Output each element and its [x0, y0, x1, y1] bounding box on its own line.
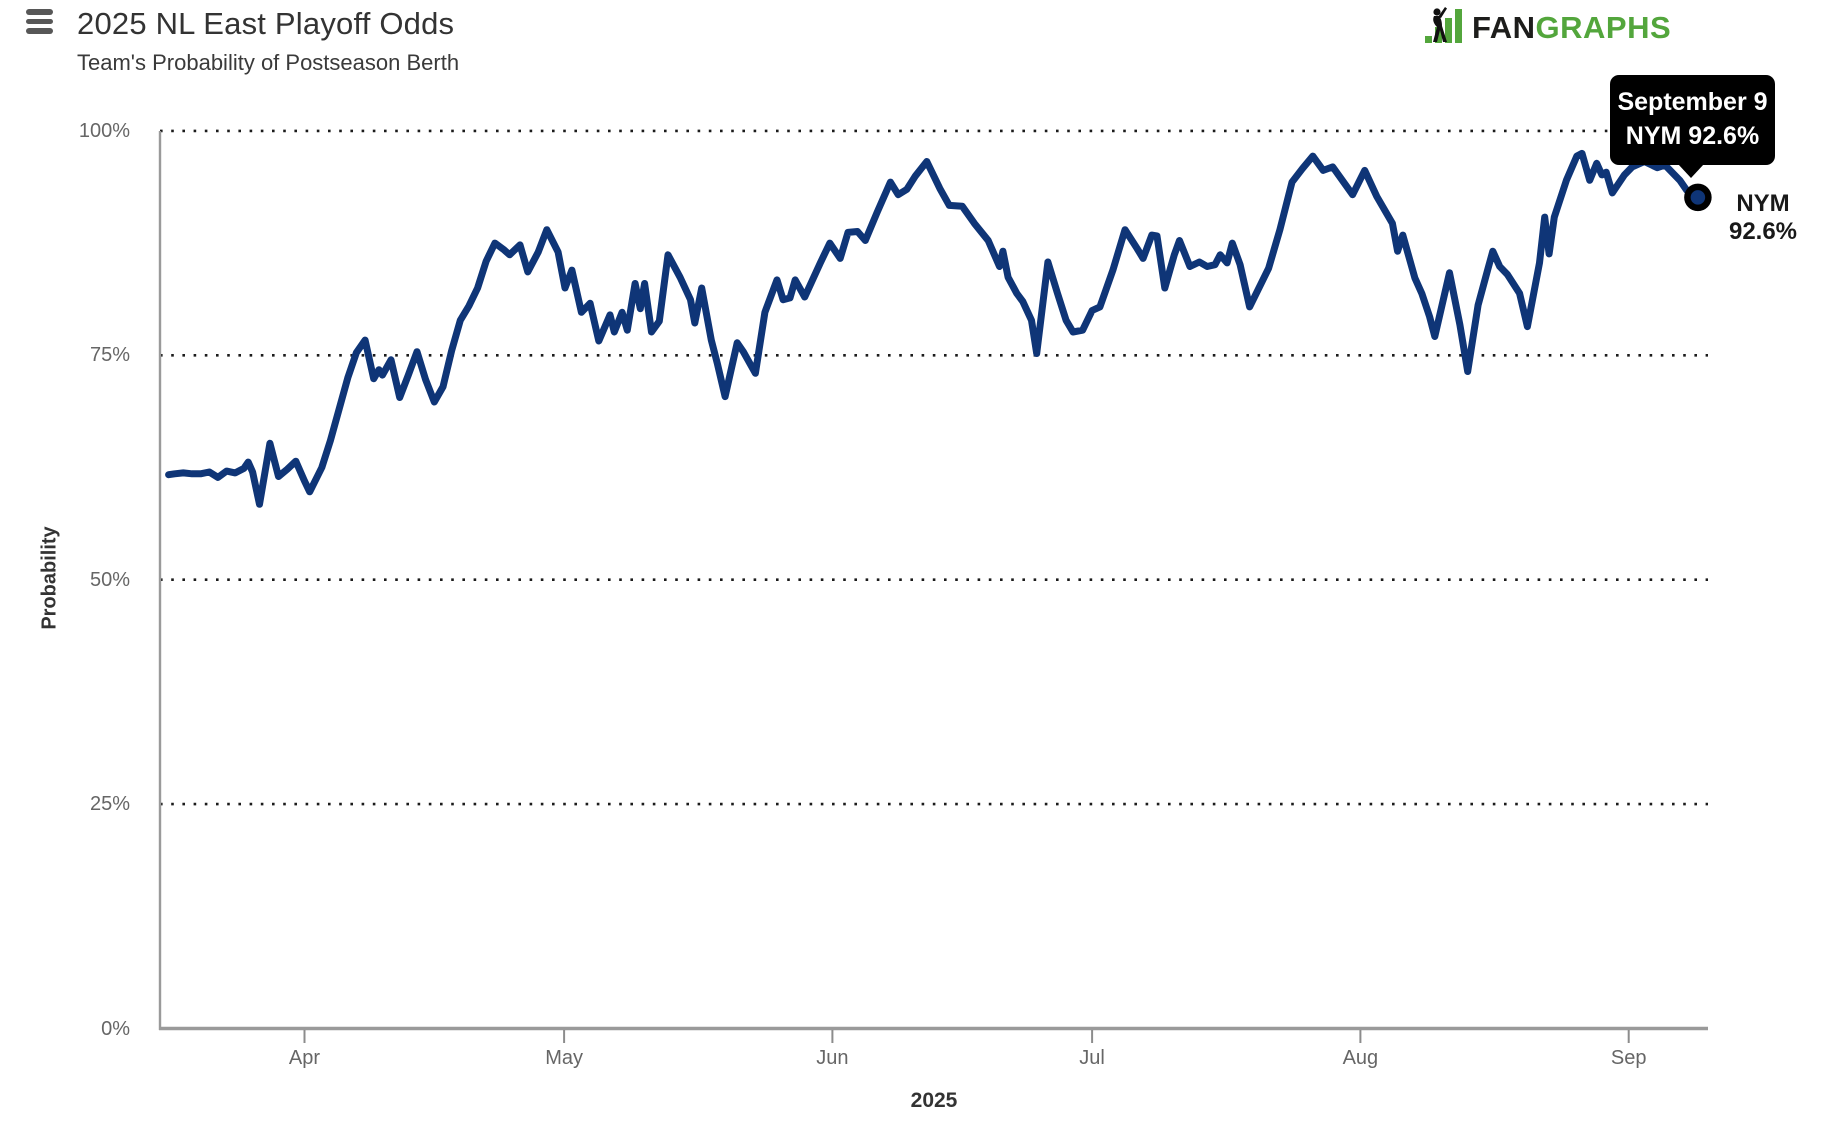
x-axis-title: 2025: [910, 1089, 958, 1112]
x-tick-label-jun: Jun: [816, 1047, 849, 1069]
logo-text-fan: FAN: [1472, 9, 1536, 45]
series-end-value: 92.6%: [1728, 218, 1798, 245]
tooltip-pointer: [1678, 164, 1704, 178]
series-end-marker[interactable]: [1684, 183, 1712, 212]
tooltip-value: NYM 92.6%: [1625, 122, 1760, 150]
x-tick-label-apr: Apr: [288, 1047, 321, 1069]
series-end-team: NYM: [1736, 190, 1790, 217]
fangraphs-logo[interactable]: FANGRAPHS: [1424, 6, 1671, 49]
logo-text-graphs: GRAPHS: [1535, 9, 1672, 45]
chart-tooltip: September 9 NYM 92.6%: [1610, 75, 1775, 178]
tooltip-date: September 9: [1617, 88, 1768, 116]
fangraphs-batter-icon: [1424, 6, 1468, 49]
series-line-nym[interactable]: [165, 149, 1702, 508]
page-title: 2025 NL East Playoff Odds: [77, 6, 455, 41]
x-tick-label-jul: Jul: [1079, 1047, 1105, 1069]
x-tick-label-may: May: [545, 1047, 584, 1069]
page-subtitle: Team's Probability of Postseason Berth: [77, 50, 460, 75]
y-tick-label-25: 25%: [89, 793, 130, 816]
y-axis-title: Probability: [38, 526, 61, 630]
x-tick-label-sep: Sep: [1610, 1047, 1647, 1069]
y-tick-label-75: 75%: [89, 344, 130, 367]
menu-hamburger-icon[interactable]: [26, 9, 54, 34]
y-tick-label-50: 50%: [89, 568, 130, 591]
x-tick-label-aug: Aug: [1342, 1047, 1379, 1069]
y-tick-label-100: 100%: [78, 119, 130, 142]
y-tick-label-0: 0%: [101, 1017, 130, 1040]
series-end-label: NYM 92.6%: [1726, 190, 1800, 246]
